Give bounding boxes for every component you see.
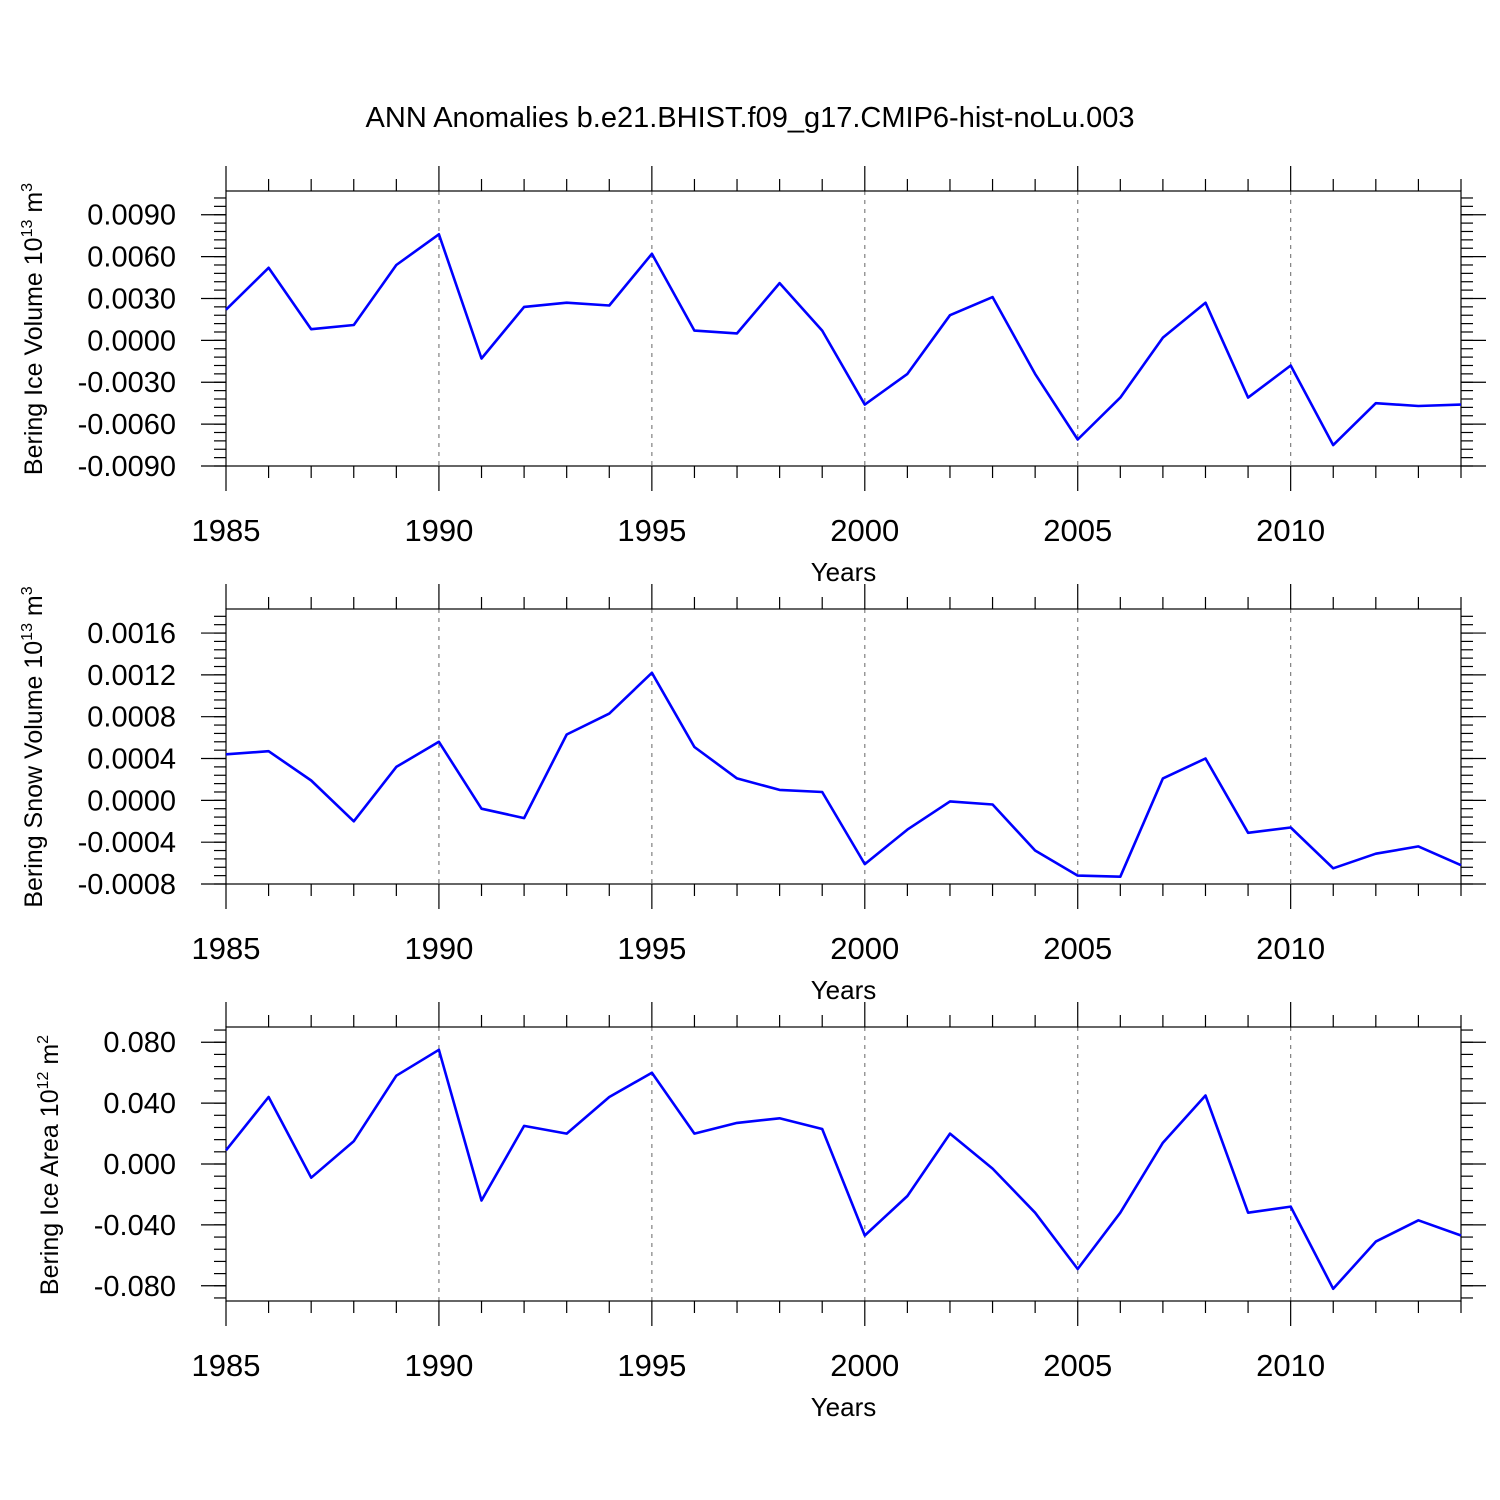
x-tick-label: 1990: [404, 1348, 473, 1383]
y-axis-label-ylabel-unit-exp: 3: [19, 586, 36, 595]
x-tick-label: 1985: [192, 1348, 261, 1383]
y-tick-label: 0.0000: [87, 785, 176, 817]
y-axis-label-ylabel-unit: m: [20, 595, 48, 623]
series-line: [224, 1048, 1462, 1291]
y-axis-label-ylabel-exp: 13: [19, 220, 36, 238]
plot-frame: [225, 608, 1462, 885]
y-axis-label-ylabel-exp: 12: [35, 1071, 52, 1089]
x-tick-label: 2000: [830, 931, 899, 966]
x-tick-label: 1985: [192, 931, 261, 966]
panel-bering-ice-volume: 1985 1990 1995 2000 2005 2010 Years 0.0090 0.006…: [19, 166, 1486, 587]
y-axis-label: Bering Ice Volume 1013 m3: [19, 183, 48, 475]
panel-bering-ice-area: 1985 1990 1995 2000 2005 2010 Years 0.080 0.040 0…: [35, 1002, 1486, 1422]
y-tick-label: 0.0030: [87, 283, 176, 315]
y-axis-label: Bering Snow Volume 1013 m3: [19, 586, 48, 907]
y-tick-label: 0.040: [103, 1088, 176, 1120]
y-tick-label: -0.0030: [78, 367, 176, 399]
y-tick-label: -0.0008: [78, 869, 176, 901]
y-axis-label-ylabel-exp: 13: [19, 623, 36, 641]
y-tick-label: 0.0016: [87, 618, 176, 650]
y-tick-label: 0.0090: [87, 200, 176, 232]
plot-frame: [225, 190, 1462, 467]
y-axis-label: Bering Ice Area 1012 m2: [35, 1035, 64, 1295]
y-tick-label: 0.0008: [87, 702, 176, 734]
series-line: [225, 671, 1462, 879]
x-axis-label: Years: [811, 975, 877, 1005]
figure-title: ANN Anomalies b.e21.BHIST.f09_g17.CMIP6-…: [366, 102, 1135, 134]
y-axis-label-ylabel-unit-exp: 3: [19, 183, 36, 192]
y-tick-label: -0.0090: [78, 451, 176, 483]
x-axis-label: Years: [811, 1392, 877, 1422]
y-axis-label-ylabel-unit: m: [20, 192, 48, 220]
y-axis-label-ylabel-text: Bering Snow Volume 10: [20, 641, 48, 908]
y-tick-label: -0.080: [94, 1271, 176, 1303]
x-tick-label: 2010: [1256, 931, 1325, 966]
x-axis-label: Years: [811, 557, 877, 587]
y-axis-label-ylabel-text: Bering Ice Area 10: [36, 1089, 64, 1295]
x-tick-label: 2000: [830, 1348, 899, 1383]
x-tick-label: 1995: [617, 931, 686, 966]
y-tick-label: 0.0004: [87, 744, 176, 776]
y-tick-label: -0.0060: [78, 409, 176, 441]
x-tick-label: 2005: [1043, 931, 1112, 966]
y-tick-label: 0.0000: [87, 325, 176, 357]
x-tick-label: 2010: [1256, 1348, 1325, 1383]
y-tick-label: 0.0060: [87, 242, 176, 274]
panel-bering-snow-volume: 1985 1990 1995 2000 2005 2010 Years 0.0016 0.001…: [19, 584, 1486, 1005]
x-tick-label: 2005: [1043, 1348, 1112, 1383]
x-tick-label: 1990: [404, 931, 473, 966]
x-tick-label: 2000: [830, 513, 899, 548]
x-tick-label: 1985: [192, 513, 261, 548]
y-tick-label: 0.000: [103, 1149, 176, 1181]
y-axis-label-ylabel-text: Bering Ice Volume 10: [20, 237, 48, 475]
x-tick-label: 2010: [1256, 513, 1325, 548]
x-tick-label: 1990: [404, 513, 473, 548]
y-axis-label-ylabel-unit-exp: 2: [35, 1035, 52, 1044]
x-tick-label: 2005: [1043, 513, 1112, 548]
y-axis-label-ylabel-unit: m: [36, 1044, 64, 1072]
y-tick-label: 0.080: [103, 1027, 176, 1059]
x-tick-label: 1995: [617, 1348, 686, 1383]
y-tick-label: -0.0004: [78, 827, 176, 859]
y-tick-label: -0.040: [94, 1210, 176, 1242]
y-tick-label: 0.0012: [87, 660, 176, 692]
x-tick-label: 1995: [617, 513, 686, 548]
series-line: [225, 233, 1462, 447]
